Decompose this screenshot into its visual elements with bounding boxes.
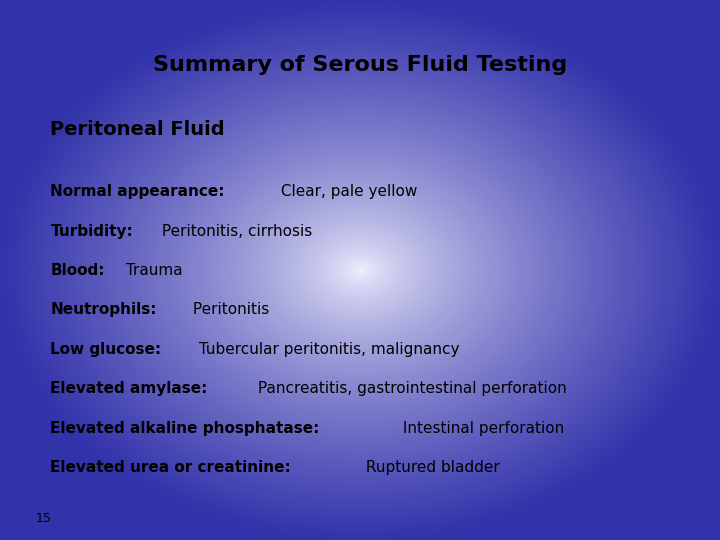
Text: Elevated amylase:: Elevated amylase: [50,381,208,396]
Text: Turbidity:: Turbidity: [50,224,133,239]
Text: Peritonitis: Peritonitis [188,302,269,318]
Text: Blood:: Blood: [50,263,105,278]
Text: Peritoneal Fluid: Peritoneal Fluid [50,120,225,139]
Text: Summary of Serous Fluid Testing: Summary of Serous Fluid Testing [153,55,567,75]
Text: Elevated urea or creatinine:: Elevated urea or creatinine: [50,460,291,475]
Text: Normal appearance:: Normal appearance: [50,184,225,199]
Text: Pancreatitis, gastrointestinal perforation: Pancreatitis, gastrointestinal perforati… [253,381,567,396]
Text: 15: 15 [36,512,52,525]
Text: Peritonitis, cirrhosis: Peritonitis, cirrhosis [157,224,312,239]
Text: Low glucose:: Low glucose: [50,342,161,357]
Text: Trauma: Trauma [121,263,182,278]
Text: Ruptured bladder: Ruptured bladder [361,460,500,475]
Text: Intestinal perforation: Intestinal perforation [398,421,564,436]
Text: Neutrophils:: Neutrophils: [50,302,157,318]
Text: Clear, pale yellow: Clear, pale yellow [276,184,417,199]
Text: Elevated alkaline phosphatase:: Elevated alkaline phosphatase: [50,421,320,436]
Text: Tubercular peritonitis, malignancy: Tubercular peritonitis, malignancy [194,342,459,357]
